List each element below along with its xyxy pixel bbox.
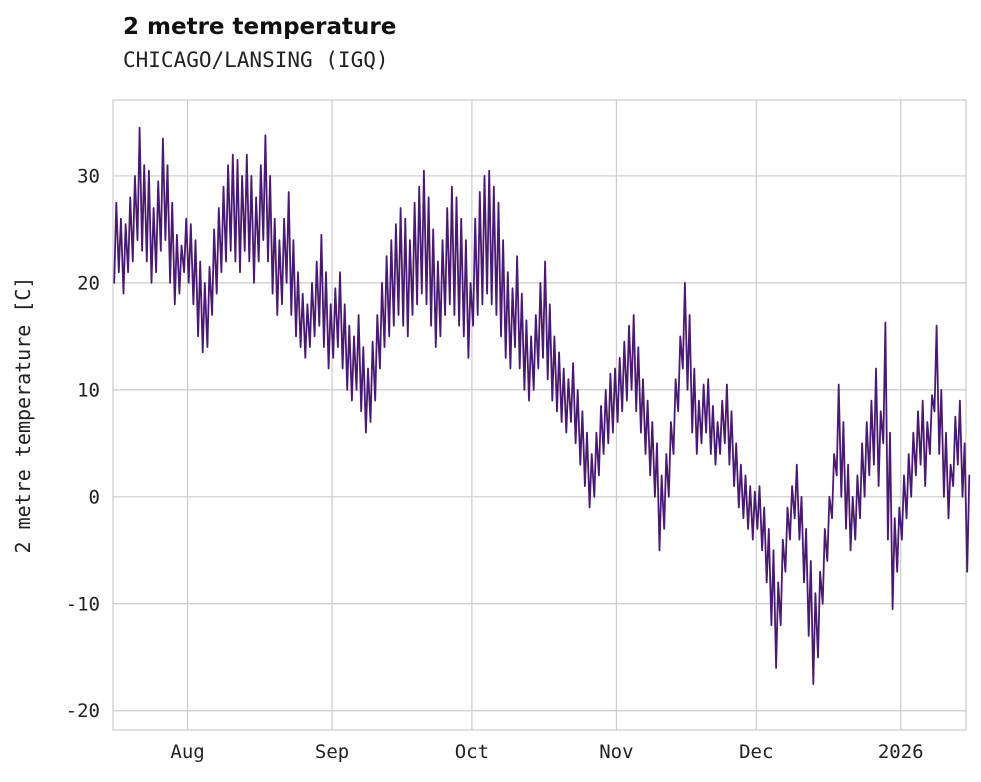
y-tick-label: 20 [77,272,100,294]
x-tick-label: Aug [170,741,204,763]
x-tick-label: Dec [739,741,773,763]
y-tick-label: 30 [77,165,100,187]
x-tick-label: Nov [599,741,633,763]
chart-title: 2 metre temperature [123,14,397,40]
y-tick-label: -20 [66,700,100,722]
x-tick-label: Oct [455,741,489,763]
temperature-line [113,126,971,685]
x-tick-label: 2026 [878,741,924,763]
y-axis-label: 2 metre temperature [C] [11,277,35,554]
chart-subtitle: CHICAGO/LANSING (IGQ) [123,48,389,72]
plot-border [112,99,967,731]
y-tick-label: 10 [77,379,100,401]
y-tick-label: -10 [66,593,100,615]
x-tick-label: Sep [315,741,349,763]
y-tick-label: 0 [89,486,100,508]
